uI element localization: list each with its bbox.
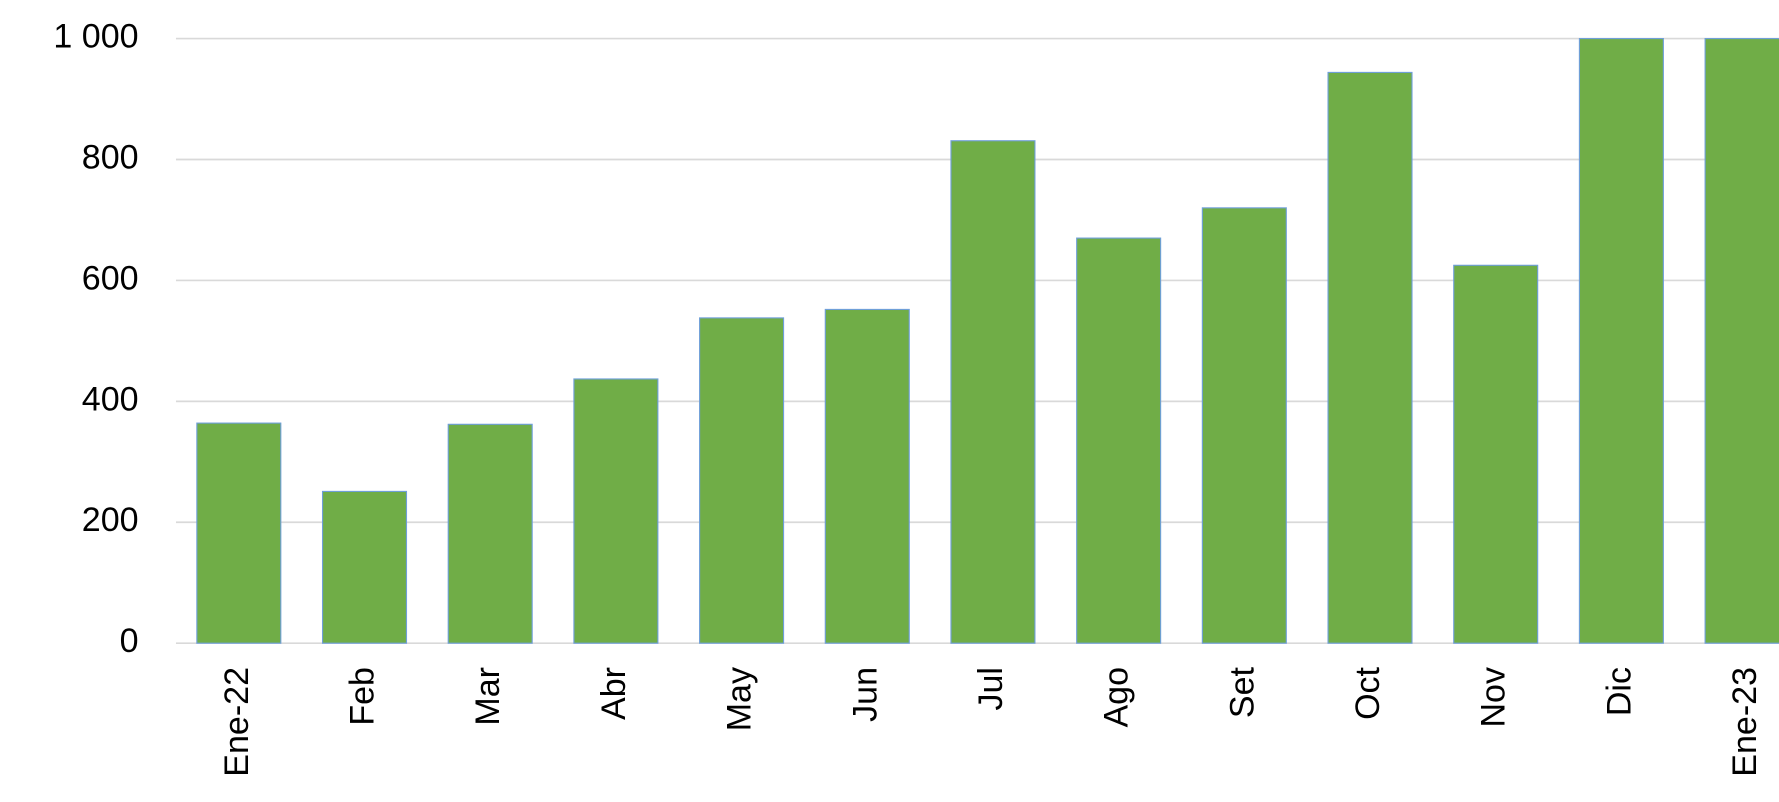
bar bbox=[824, 308, 910, 644]
x-tick-label: May bbox=[721, 667, 759, 731]
x-tick-label: Mar bbox=[469, 667, 507, 726]
y-tick-label: 0 bbox=[120, 622, 139, 660]
bar bbox=[1704, 38, 1779, 644]
x-tick-label: Dic bbox=[1600, 667, 1638, 716]
x-tick-label: Abr bbox=[595, 667, 633, 720]
x-tick-label: Ago bbox=[1098, 667, 1136, 728]
bar bbox=[1076, 237, 1162, 644]
x-tick-label: Feb bbox=[343, 667, 381, 726]
bar bbox=[1578, 38, 1664, 644]
bar bbox=[950, 140, 1036, 644]
y-tick-label: 800 bbox=[82, 138, 139, 176]
bar bbox=[196, 422, 282, 644]
y-tick-label: 600 bbox=[82, 259, 139, 297]
x-tick-label: Nov bbox=[1475, 667, 1513, 728]
bar bbox=[447, 423, 533, 644]
bar bbox=[321, 490, 408, 644]
y-tick-label: 400 bbox=[82, 380, 139, 418]
bar bbox=[1201, 207, 1287, 644]
bar bbox=[573, 378, 659, 644]
y-tick-label: 1 000 bbox=[53, 18, 138, 56]
bar bbox=[1327, 71, 1413, 644]
x-tick-label: Jul bbox=[972, 667, 1010, 710]
x-tick-label: Oct bbox=[1349, 666, 1387, 719]
bar bbox=[699, 317, 785, 644]
x-tick-label: Ene-23 bbox=[1726, 667, 1764, 777]
x-tick-label: Ene-22 bbox=[218, 667, 256, 777]
x-tick-label: Set bbox=[1223, 666, 1261, 718]
y-tick-label: 200 bbox=[82, 501, 139, 539]
bar bbox=[1453, 264, 1539, 644]
x-tick-label: Jun bbox=[846, 667, 884, 722]
